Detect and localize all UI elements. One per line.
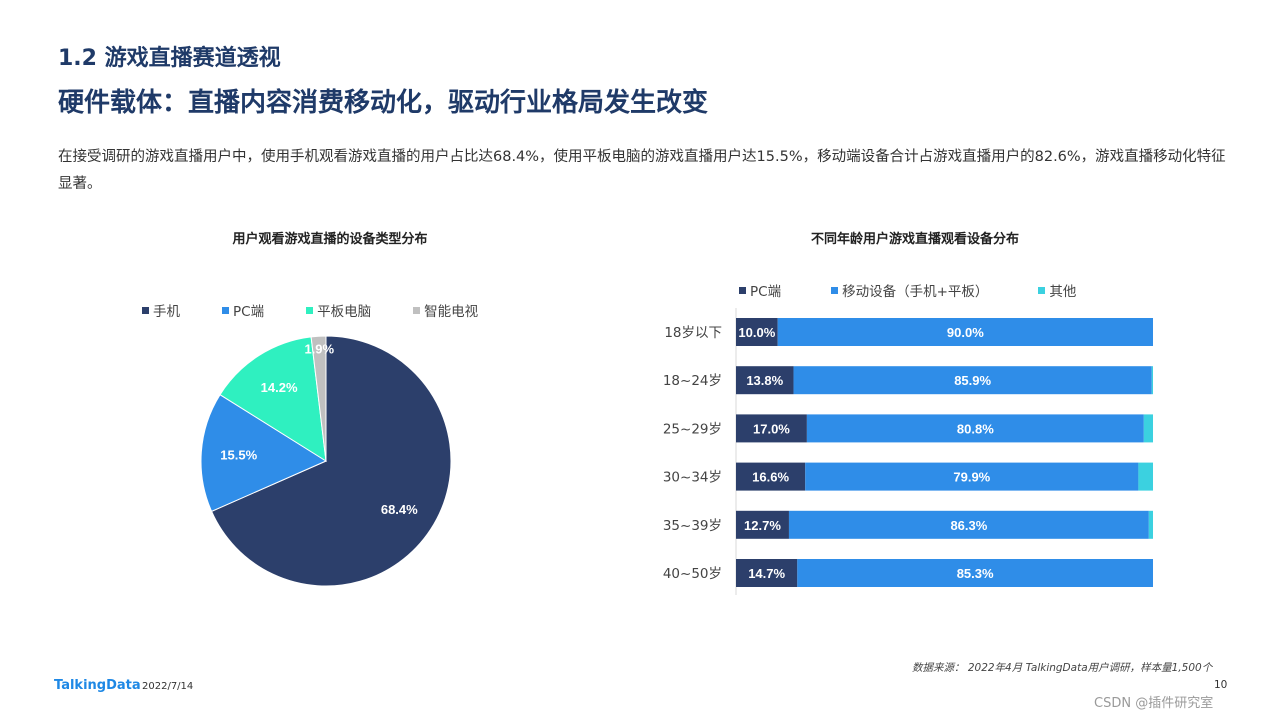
pie-data-label: 14.2%: [261, 380, 298, 395]
bar-data-label: 14.7%: [748, 566, 785, 581]
page-number: 10: [1214, 679, 1227, 691]
bar-data-label: 86.3%: [950, 518, 987, 533]
bar-category-label: 35~39岁: [663, 518, 722, 534]
bar-category-label: 18~24岁: [663, 373, 722, 389]
bar-data-label: 90.0%: [947, 325, 984, 340]
pie-data-label: 1.9%: [304, 342, 334, 357]
bar-category-label: 25~29岁: [663, 421, 722, 437]
bar-data-label: 79.9%: [953, 470, 990, 485]
bar-segment-2: [1144, 414, 1153, 442]
bar-category-label: 40~50岁: [663, 566, 722, 582]
bar-data-label: 12.7%: [744, 518, 781, 533]
bar-segment-2: [1152, 366, 1153, 394]
bar-data-label: 17.0%: [753, 421, 790, 436]
talkingdata-logo: TalkingData: [54, 678, 141, 693]
bar-data-label: 13.8%: [746, 373, 783, 388]
bar-data-label: 85.9%: [954, 373, 991, 388]
bar-category-label: 30~34岁: [663, 470, 722, 486]
pie-data-label: 68.4%: [381, 502, 418, 517]
bar-category-label: 18岁以下: [664, 325, 722, 341]
bar-segment-2: [1149, 511, 1153, 539]
bar-data-label: 16.6%: [752, 470, 789, 485]
bar-data-label: 85.3%: [957, 566, 994, 581]
watermark: CSDN @插件研究室: [1094, 692, 1213, 711]
pie-data-label: 15.5%: [220, 448, 257, 463]
data-source: 数据来源： 2022年4月 TalkingData用户调研，样本量1,500个: [912, 660, 1212, 675]
bar-segment-2: [1138, 463, 1153, 491]
bar-data-label: 10.0%: [738, 325, 775, 340]
bar-data-label: 80.8%: [957, 421, 994, 436]
footer-date: 2022/7/14: [142, 681, 193, 692]
